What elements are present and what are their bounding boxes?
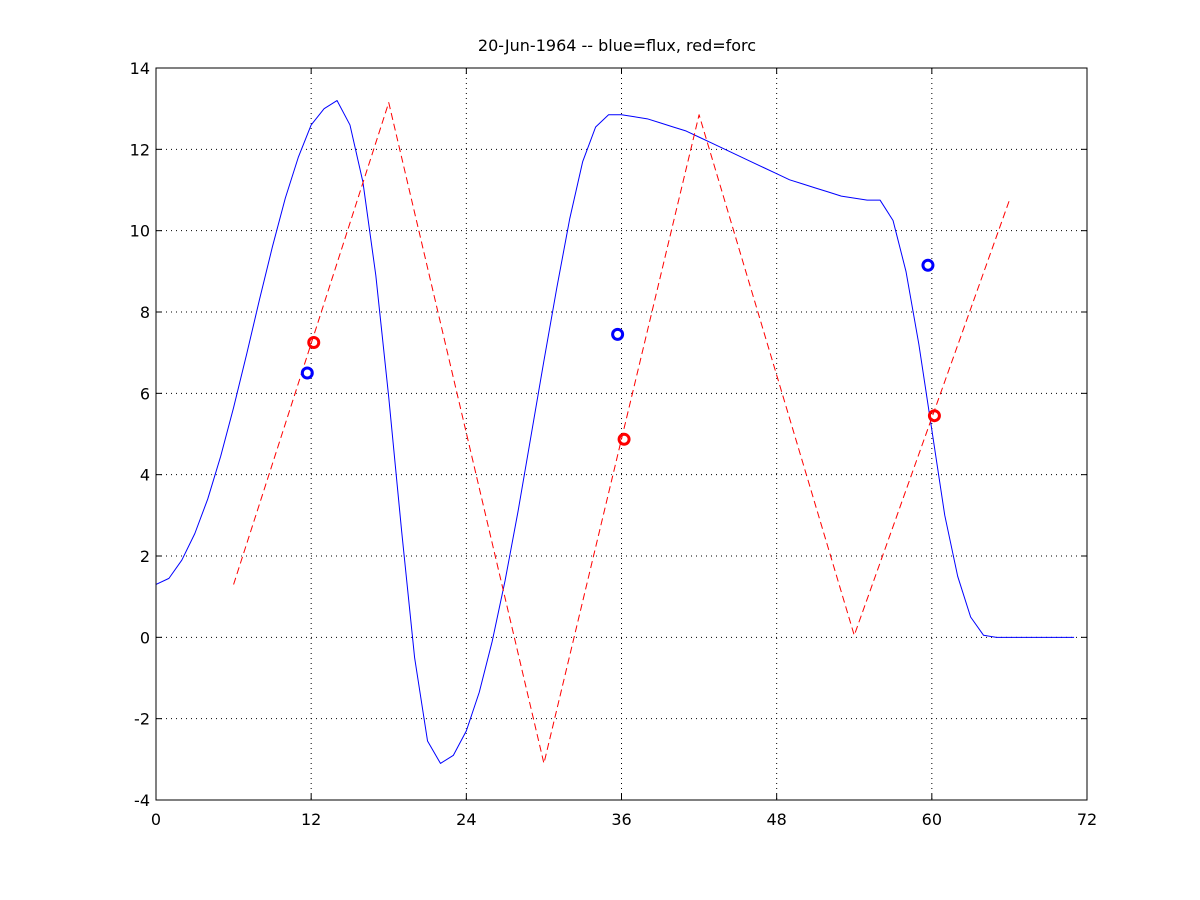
y-tick-label: 6	[140, 384, 150, 403]
y-tick-label: 14	[130, 59, 150, 78]
y-tick-label: 12	[130, 140, 150, 159]
x-tick-label: 0	[151, 810, 161, 829]
y-tick-label: 2	[140, 547, 150, 566]
chart-title: 20-Jun-1964 -- blue=flux, red=forc	[478, 36, 756, 55]
flux-marker	[300, 366, 314, 380]
x-tick-label: 72	[1077, 810, 1097, 829]
x-tick-label: 12	[301, 810, 321, 829]
x-tick-label: 48	[766, 810, 786, 829]
y-tick-label: 0	[140, 628, 150, 647]
y-tick-label: -4	[134, 791, 150, 810]
grid-layer	[156, 68, 1087, 800]
y-tick-label: 10	[130, 222, 150, 241]
x-tick-label: 36	[611, 810, 631, 829]
forc-marker	[927, 409, 941, 423]
flux-marker	[611, 327, 625, 341]
y-tick-label: -2	[134, 710, 150, 729]
marker-layer	[300, 258, 941, 446]
flux-marker	[921, 258, 935, 272]
series-layer	[155, 100, 1075, 764]
flux-series-line	[155, 100, 1075, 764]
forc-marker	[617, 432, 631, 446]
x-tick-label: 24	[456, 810, 476, 829]
x-tick-label: 60	[922, 810, 942, 829]
forc-series-line	[233, 102, 1010, 764]
y-tick-label: 8	[140, 303, 150, 322]
forc-marker	[307, 336, 321, 349]
y-tick-label: 4	[140, 466, 150, 485]
